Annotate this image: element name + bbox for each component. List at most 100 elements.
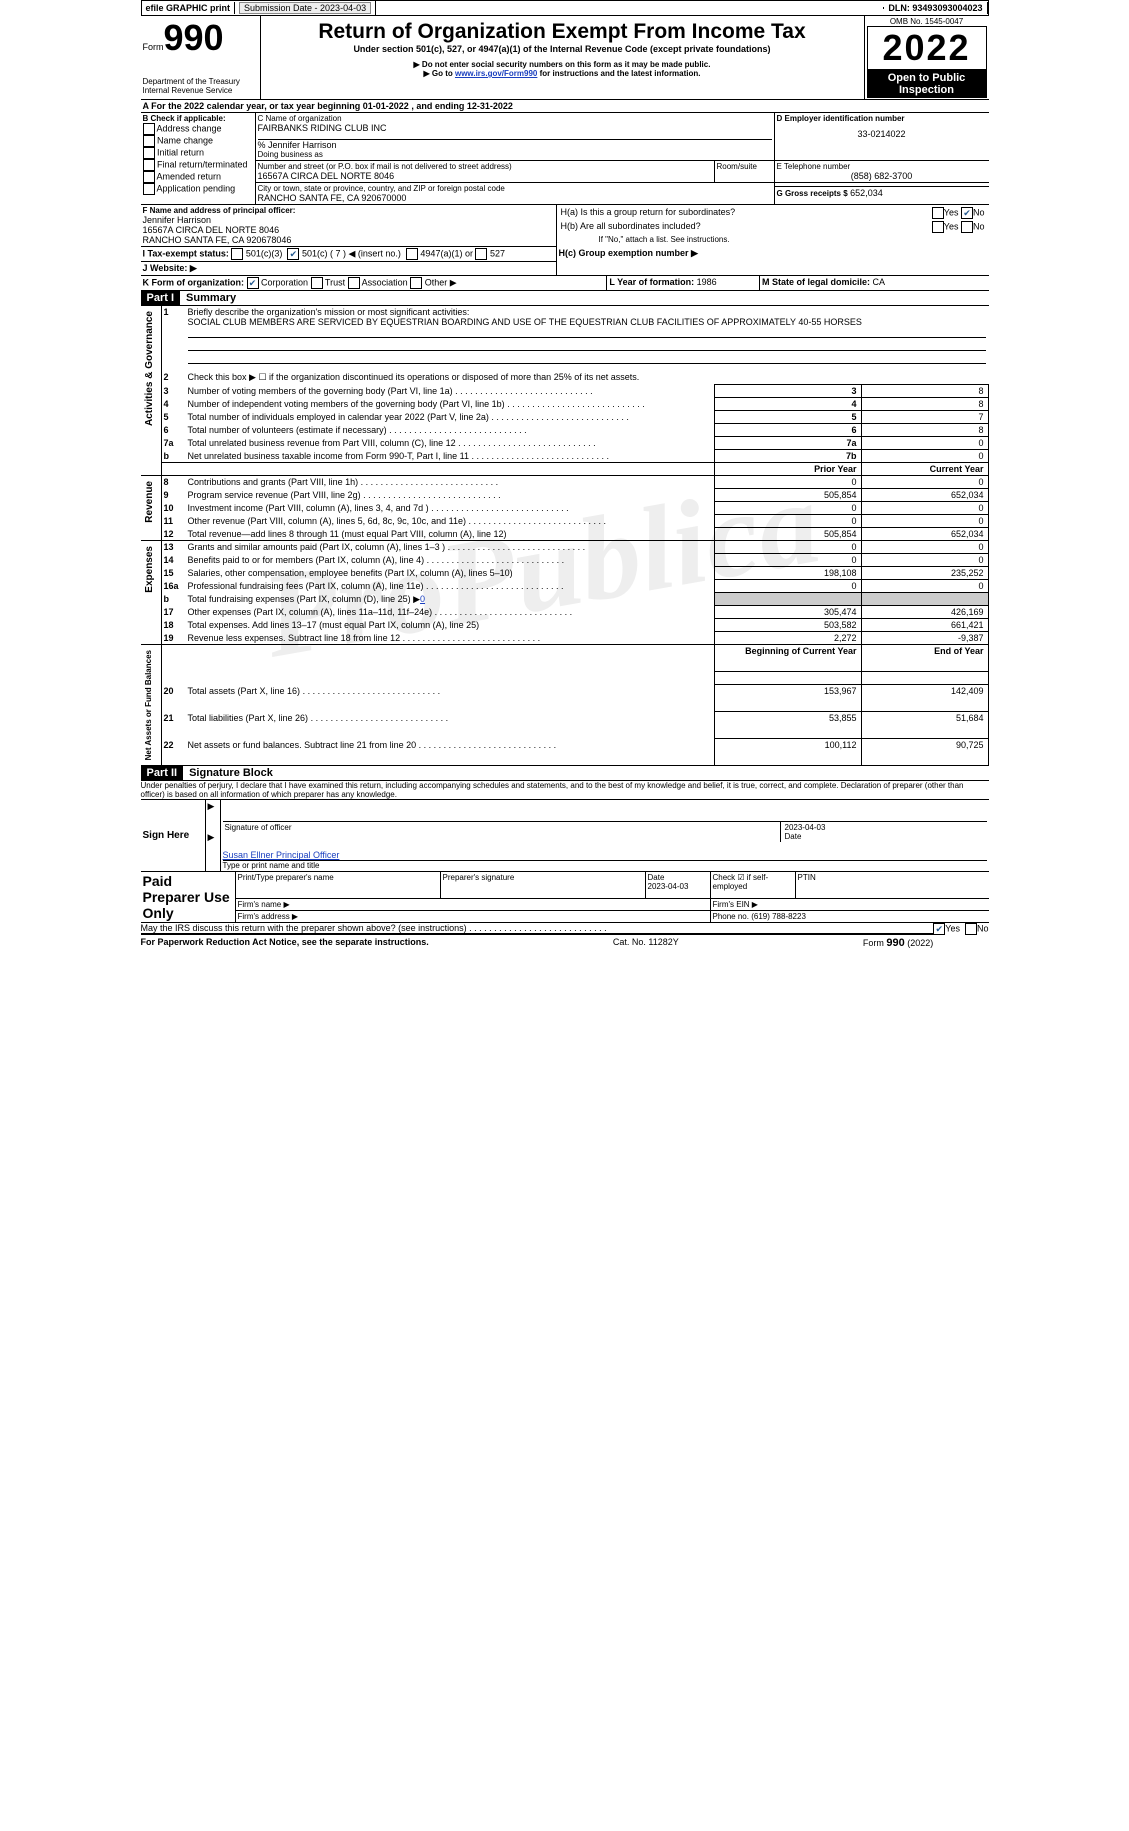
lbl-initial-return: Initial return xyxy=(157,147,204,157)
cb-address-change[interactable] xyxy=(143,123,155,135)
line-a-end: 12-31-2022 xyxy=(467,101,513,111)
h-c: H(c) Group exemption number ▶ xyxy=(559,248,698,258)
row-n: 18 xyxy=(161,619,186,632)
row-t: Grants and similar amounts paid (Part IX… xyxy=(188,542,446,552)
cb-mayirs-yes[interactable] xyxy=(933,923,945,935)
officer-print-name[interactable]: Susan Ellner Principal Officer xyxy=(223,850,340,860)
e-label: E Telephone number xyxy=(777,162,987,171)
l2: Check this box ▶ ☐ if the organization d… xyxy=(186,371,989,385)
val-prior: 2,272 xyxy=(714,632,861,645)
row-n: b xyxy=(161,593,186,606)
val-prior: 503,582 xyxy=(714,619,861,632)
cb-other[interactable] xyxy=(410,277,422,289)
row-n: 4 xyxy=(161,398,186,411)
lbl-application-pending: Application pending xyxy=(157,183,236,193)
klm-block: K Form of organization: Corporation Trus… xyxy=(141,276,989,291)
cb-527[interactable] xyxy=(475,248,487,260)
form-number: 990 xyxy=(164,17,224,58)
line-a-begin: 01-01-2022 xyxy=(363,101,409,111)
row-t: Total fundraising expenses (Part IX, col… xyxy=(188,594,421,604)
irs-link[interactable]: www.irs.gov/Form990 xyxy=(455,69,537,78)
row-val: 7 xyxy=(861,411,988,424)
d-label: D Employer identification number xyxy=(777,114,987,123)
cb-mayirs-no[interactable] xyxy=(965,923,977,935)
row-t: Total number of volunteers (estimate if … xyxy=(188,425,387,435)
cb-initial-return[interactable] xyxy=(143,147,155,159)
val-cur: 235,252 xyxy=(861,567,988,580)
irs-label: Internal Revenue Service xyxy=(143,86,258,95)
cb-assoc[interactable] xyxy=(348,277,360,289)
row-n: 17 xyxy=(161,606,186,619)
row-n: 12 xyxy=(161,528,186,541)
h-a: H(a) Is this a group return for subordin… xyxy=(561,207,736,217)
row-t: Total unrelated business revenue from Pa… xyxy=(188,438,456,448)
cb-hb-no[interactable] xyxy=(961,221,973,233)
row-n: 14 xyxy=(161,554,186,567)
cb-501c[interactable] xyxy=(287,248,299,260)
val-cur: 142,409 xyxy=(861,685,988,712)
part1-header: Part ISummary xyxy=(141,291,989,306)
ein: 33-0214022 xyxy=(777,129,987,139)
val-prior: 100,112 xyxy=(714,739,861,766)
val-cur: 0 xyxy=(861,541,988,554)
lbl-final-return: Final return/terminated xyxy=(157,159,248,169)
row-box: 7a xyxy=(714,437,861,450)
row-n: 13 xyxy=(161,541,186,554)
cb-4947[interactable] xyxy=(406,248,418,260)
row-t: Total expenses. Add lines 13–17 (must eq… xyxy=(188,620,480,630)
m-value: CA xyxy=(873,277,886,287)
val-prior: 505,854 xyxy=(714,528,861,541)
cb-application-pending[interactable] xyxy=(143,183,155,195)
col-prior: Prior Year xyxy=(714,463,861,476)
cb-trust[interactable] xyxy=(311,277,323,289)
val-prior: 153,967 xyxy=(714,685,861,712)
pp-name-label: Print/Type preparer's name xyxy=(238,873,438,882)
row-val: 8 xyxy=(861,424,988,437)
lbl-501c: 501(c) ( 7 ) ◀ (insert no.) xyxy=(302,248,401,258)
cb-corp[interactable] xyxy=(247,277,259,289)
row-t: Net unrelated business taxable income fr… xyxy=(188,451,469,461)
submission-date-button[interactable]: Submission Date - 2023-04-03 xyxy=(239,2,371,14)
form-subtitle: Under section 501(c), 527, or 4947(a)(1)… xyxy=(265,44,860,54)
row-n: 6 xyxy=(161,424,186,437)
cb-hb-yes[interactable] xyxy=(932,221,944,233)
row-t: Salaries, other compensation, employee b… xyxy=(188,568,513,578)
b-label: B Check if applicable: xyxy=(143,114,253,123)
officer-addr2: RANCHO SANTA FE, CA 920678046 xyxy=(143,235,554,245)
shaded-cell xyxy=(714,593,861,606)
val-prior: 0 xyxy=(714,515,861,528)
topbar: efile GRAPHIC print Submission Date - 20… xyxy=(141,0,989,16)
sig-date-label: Date xyxy=(785,832,985,841)
paid-preparer-label: Paid Preparer Use Only xyxy=(141,872,236,923)
val-prior: 0 xyxy=(714,580,861,593)
row-t: Other expenses (Part IX, column (A), lin… xyxy=(188,607,433,617)
dept-label: Department of the Treasury xyxy=(143,77,258,86)
row-t: Total number of individuals employed in … xyxy=(188,412,489,422)
val-prior: 505,854 xyxy=(714,489,861,502)
note-goto-prefix: ▶ Go to xyxy=(423,69,454,78)
care-of: % Jennifer Harrison xyxy=(258,140,772,150)
k-label: K Form of organization: xyxy=(143,277,245,287)
cb-name-change[interactable] xyxy=(143,135,155,147)
part1-title: Summary xyxy=(180,291,242,305)
fundraising-link[interactable]: 0 xyxy=(420,594,425,604)
vlabel-net: Net Assets or Fund Balances xyxy=(143,646,154,764)
cb-final-return[interactable] xyxy=(143,159,155,171)
row-n: 9 xyxy=(161,489,186,502)
omb-label: OMB No. 1545-0047 xyxy=(867,17,987,26)
row-n: 3 xyxy=(161,385,186,398)
cb-amended-return[interactable] xyxy=(143,171,155,183)
cb-ha-yes[interactable] xyxy=(932,207,944,219)
part1-label: Part I xyxy=(141,291,181,305)
cb-ha-no[interactable] xyxy=(961,207,973,219)
dln-label: DLN: 93493093004023 xyxy=(884,2,987,14)
row-box: 4 xyxy=(714,398,861,411)
cb-501c3[interactable] xyxy=(231,248,243,260)
firm-phone: Phone no. (619) 788-8223 xyxy=(710,911,989,923)
street: 16567A CIRCA DEL NORTE 8046 xyxy=(258,171,712,181)
val-prior: 305,474 xyxy=(714,606,861,619)
row-box: 7b xyxy=(714,450,861,463)
pp-date-val: 2023-04-03 xyxy=(648,882,689,891)
row-t: Investment income (Part VIII, column (A)… xyxy=(188,503,429,513)
city-label: City or town, state or province, country… xyxy=(258,184,772,193)
